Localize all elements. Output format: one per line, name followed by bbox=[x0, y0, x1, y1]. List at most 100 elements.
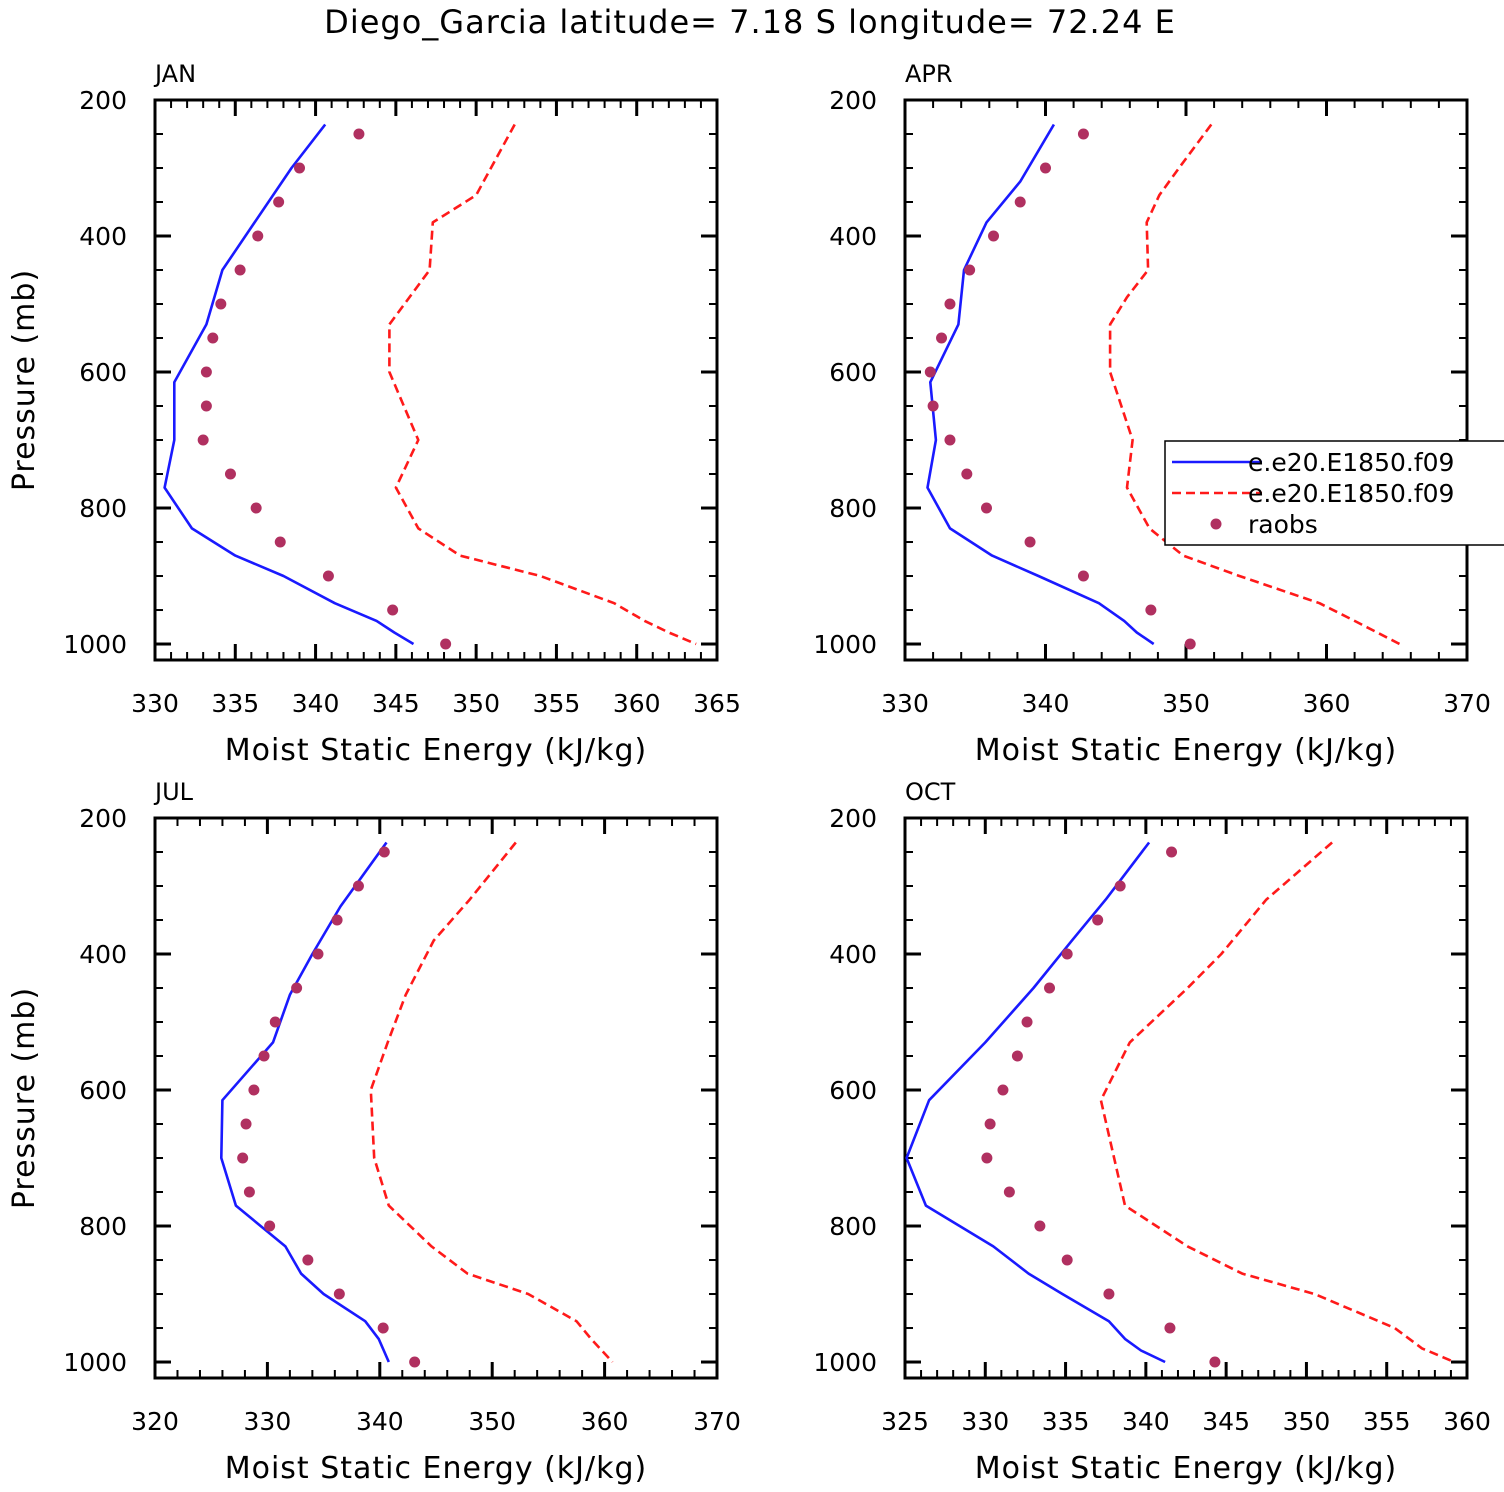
y-tick-label: 600 bbox=[79, 358, 127, 387]
y-tick-label: 200 bbox=[79, 804, 127, 833]
raobs-point bbox=[312, 948, 324, 960]
raobs-point bbox=[988, 230, 1000, 242]
raobs-point bbox=[1061, 948, 1073, 960]
y-tick-label: 800 bbox=[829, 494, 877, 523]
raobs-point bbox=[248, 1084, 260, 1096]
x-tick-label: 355 bbox=[533, 689, 581, 718]
raobs-point bbox=[1014, 196, 1026, 208]
raobs-point bbox=[1184, 638, 1196, 650]
raobs-point bbox=[353, 128, 365, 140]
y-tick-label: 400 bbox=[79, 940, 127, 969]
raobs-point bbox=[964, 264, 976, 276]
panel-label: APR bbox=[905, 60, 953, 88]
x-tick-label: 340 bbox=[292, 689, 340, 718]
raobs-point bbox=[1040, 162, 1051, 174]
x-tick-label: 350 bbox=[1162, 689, 1210, 718]
raobs-point bbox=[924, 366, 936, 378]
raobs-point bbox=[250, 502, 262, 514]
raobs-point bbox=[352, 880, 364, 892]
plot-frame bbox=[903, 98, 1469, 662]
x-tick-label: 365 bbox=[693, 689, 741, 718]
raobs-point bbox=[944, 434, 956, 446]
panel-label: JUL bbox=[153, 778, 194, 806]
raobs-point bbox=[252, 230, 264, 242]
raobs-point bbox=[981, 1152, 993, 1164]
x-tick-label: 340 bbox=[1022, 689, 1070, 718]
x-tick-label: 355 bbox=[1363, 1407, 1411, 1436]
x-tick-label: 330 bbox=[961, 1407, 1009, 1436]
raobs-point bbox=[240, 1118, 252, 1130]
raobs-point bbox=[387, 604, 399, 616]
y-tick-label: 1000 bbox=[63, 630, 127, 659]
raobs-point bbox=[1011, 1050, 1023, 1062]
y-tick-label: 200 bbox=[829, 86, 877, 115]
series-line-solid bbox=[163, 123, 415, 646]
x-tick-label: 335 bbox=[1042, 1407, 1090, 1436]
legend-label: e.e20.E1850.f09 bbox=[1248, 479, 1454, 508]
raobs-point bbox=[224, 468, 236, 480]
raobs-point bbox=[269, 1016, 281, 1028]
plot-frame bbox=[153, 816, 719, 1380]
x-tick-label: 320 bbox=[131, 1407, 179, 1436]
raobs-point bbox=[1103, 1288, 1115, 1300]
x-tick-label: 340 bbox=[1122, 1407, 1170, 1436]
x-tick-label: 360 bbox=[581, 1407, 629, 1436]
x-tick-label: 330 bbox=[881, 689, 929, 718]
raobs-point bbox=[274, 536, 286, 548]
plot-frame bbox=[903, 816, 1469, 1380]
raobs-point bbox=[1114, 880, 1126, 892]
raobs-point bbox=[294, 162, 306, 174]
y-tick-label: 600 bbox=[829, 1076, 877, 1105]
y-tick-label: 1000 bbox=[813, 630, 877, 659]
raobs-point bbox=[1077, 128, 1089, 140]
y-tick-label: 800 bbox=[829, 1212, 877, 1241]
raobs-point bbox=[980, 502, 992, 514]
raobs-point bbox=[207, 332, 219, 344]
panel-apr: APR 200 400 600 800 1000 330 340 350 360 370 Moist … bbox=[813, 60, 1504, 768]
y-tick-label: 400 bbox=[829, 940, 877, 969]
y-tick-label: 400 bbox=[79, 222, 127, 251]
raobs-point bbox=[997, 1084, 1009, 1096]
x-axis-title: Moist Static Energy (kJ/kg) bbox=[225, 733, 648, 768]
y-tick-label: 400 bbox=[829, 222, 877, 251]
x-tick-label: 360 bbox=[1303, 689, 1351, 718]
y-tick-label: 600 bbox=[829, 358, 877, 387]
x-tick-label: 330 bbox=[131, 689, 179, 718]
x-tick-label: 345 bbox=[372, 689, 420, 718]
raobs-point bbox=[378, 846, 390, 858]
series-line-dashed bbox=[1099, 841, 1455, 1364]
raobs-point bbox=[1145, 604, 1157, 616]
series-line-dashed bbox=[369, 841, 614, 1363]
series-line-solid bbox=[905, 841, 1166, 1364]
series-raobs bbox=[197, 128, 452, 650]
plot-frame bbox=[153, 98, 719, 662]
panel-jul: JUL 200 400 600 800 1000 320 330 340 350 360 370 Moi… bbox=[7, 778, 741, 1486]
raobs-point bbox=[331, 914, 343, 926]
x-axis-title: Moist Static Energy (kJ/kg) bbox=[975, 1451, 1398, 1486]
x-tick-label: 350 bbox=[468, 1407, 516, 1436]
raobs-point bbox=[197, 434, 209, 446]
y-tick-label: 800 bbox=[79, 1212, 127, 1241]
raobs-point bbox=[944, 298, 956, 310]
raobs-point bbox=[440, 638, 452, 650]
raobs-point bbox=[1166, 846, 1178, 858]
series-raobs bbox=[924, 128, 1196, 650]
series-line-dashed bbox=[1108, 123, 1401, 646]
panel-jan: JAN 200 400 600 800 1000 330 335 340 345 350 355 360… bbox=[7, 60, 741, 768]
legend-label: raobs bbox=[1248, 510, 1318, 539]
y-tick-label: 200 bbox=[829, 804, 877, 833]
raobs-point bbox=[215, 298, 227, 310]
raobs-point bbox=[1003, 1186, 1015, 1198]
y-tick-label: 800 bbox=[79, 494, 127, 523]
panel-oct: OCT 200 400 600 800 1000 325 330 335 340 345 350 355… bbox=[813, 778, 1490, 1486]
raobs-point bbox=[200, 400, 212, 412]
panel-label: JAN bbox=[153, 60, 196, 88]
raobs-point bbox=[1024, 536, 1036, 548]
raobs-point bbox=[243, 1186, 255, 1198]
raobs-point bbox=[1092, 914, 1104, 926]
raobs-point bbox=[264, 1220, 276, 1232]
y-axis-title: Pressure (mb) bbox=[7, 269, 42, 491]
x-tick-label: 370 bbox=[1443, 689, 1491, 718]
raobs-point bbox=[1209, 1356, 1221, 1368]
